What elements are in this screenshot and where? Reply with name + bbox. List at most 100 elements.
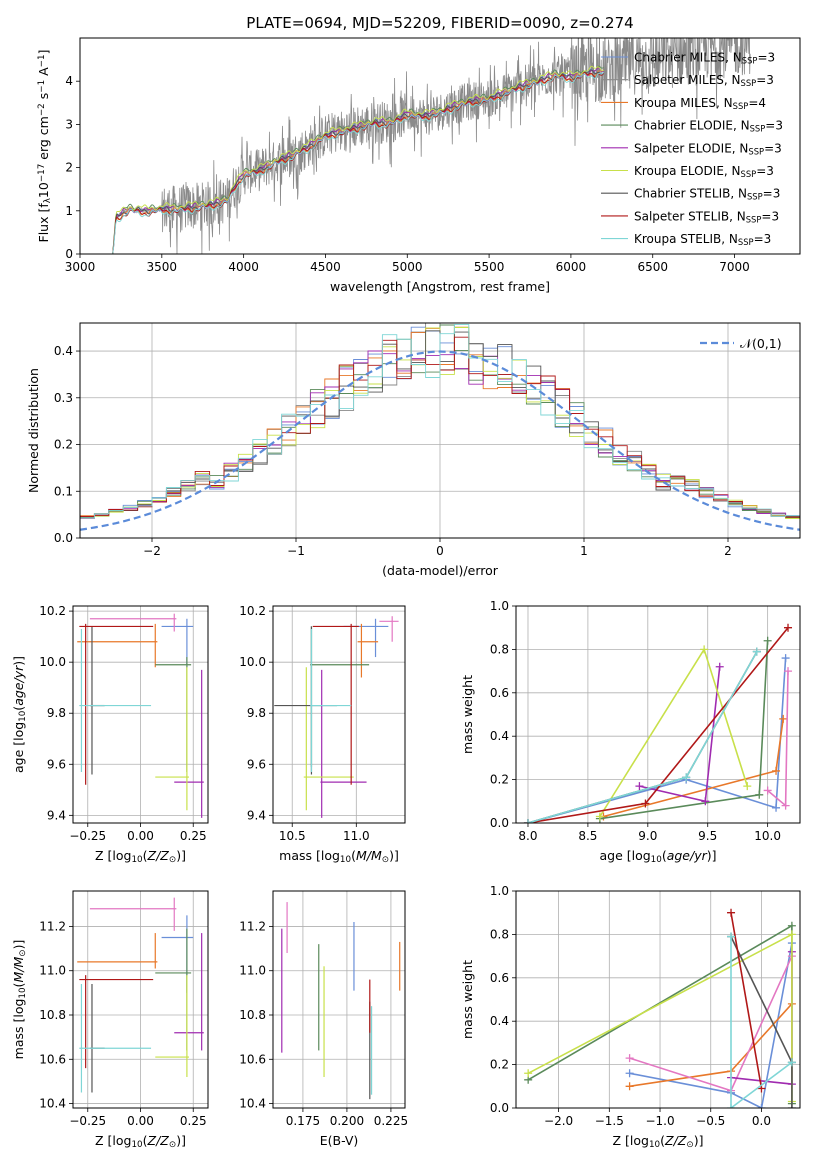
mass-vs-Z-plot-frame (72, 890, 209, 1109)
weight-point-marker (787, 930, 796, 939)
age-vs-Z-plot-frame (72, 605, 209, 824)
mass-vs-Z-y-tick-label: 11.2 (39, 919, 66, 933)
weight-vs-age-y-tick-label: 0.0 (490, 816, 509, 830)
weight-point-marker (625, 1082, 634, 1091)
weight-point-marker (781, 654, 790, 663)
weight-vs-age-y-tick-label: 1.0 (490, 599, 509, 613)
spectrum-y-tick-label: 1 (65, 204, 73, 218)
weight-vs-age-axes: 8.0 8.5 9.0 9.5 10.0 0.0 0.2 0.4 0.6 0.8 1.0 age [l… (460, 599, 800, 865)
weight-series-line (527, 658, 787, 823)
weight-vs-age-x-tick-label: 10.0 (754, 829, 781, 843)
weight-point-marker (595, 812, 604, 821)
spectrum-x-tick-label: 3500 (147, 260, 178, 274)
weight-vs-Z-plot-frame (515, 890, 801, 1109)
legend-label: Kroupa MILES, NSSP=4 (634, 96, 766, 111)
residual-histogram (80, 323, 800, 519)
spectrum-y-tick-label: 0 (65, 247, 73, 261)
weight-vs-Z-x-tick-label: −0.5 (696, 1114, 725, 1128)
age-vs-mass-x-tick-label: 10.5 (279, 829, 306, 843)
mass-vs-ebv-plot-frame (272, 890, 406, 1109)
spectrum-x-tick-label: 7000 (719, 260, 750, 274)
weight-vs-age-y-tick-label: 0.6 (490, 686, 509, 700)
residuals-series (80, 323, 800, 531)
mass-vs-Z-x-axis-label: Z [log10(Z/Z⊙)] (95, 1133, 186, 1150)
mass-vs-Z-y-tick-label: 10.8 (39, 1008, 66, 1022)
weight-vs-Z-x-tick-label: 0.0 (752, 1114, 771, 1128)
weight-series-line (730, 936, 793, 1108)
weight-series-line (527, 651, 758, 823)
weight-point-marker (682, 773, 691, 782)
mass-vs-ebv-y-tick-label: 11.0 (239, 964, 266, 978)
model-spectrum-line (112, 72, 604, 254)
age-vs-Z-y-tick-label: 9.4 (47, 808, 66, 822)
spectrum-y-tick-label: 4 (65, 74, 73, 88)
weight-vs-age-y-tick-label: 0.8 (490, 642, 509, 656)
residuals-y-tick-label: 0.0 (54, 531, 73, 545)
mass-vs-ebv-y-tick-label: 11.2 (239, 919, 266, 933)
mass-vs-Z-y-tick-label: 11.0 (39, 964, 66, 978)
weight-series-line (599, 640, 769, 820)
model-spectrum-line (112, 69, 604, 254)
model-spectrum-line (112, 68, 604, 254)
spectrum-y-tick-label: 2 (65, 161, 73, 175)
age-vs-mass-series (274, 616, 399, 818)
mass-vs-Z-x-tick-label: 0.00 (127, 1114, 154, 1128)
residuals-x-tick-label: 2 (724, 544, 732, 558)
age-vs-Z-axes: −0.25 0.00 0.25 9.4 9.6 9.8 10.0 10.2 Z [log10(Z… (11, 604, 208, 865)
spectrum-x-tick-label: 4500 (310, 260, 341, 274)
age-vs-Z-y-axis-label: age [log10(age/yr)] (11, 656, 28, 773)
age-vs-Z-y-tick-label: 9.8 (47, 706, 66, 720)
observed-spectrum-line (112, 38, 752, 254)
weight-point-marker (757, 1104, 766, 1108)
residuals-y-tick-label: 0.4 (54, 344, 73, 358)
age-vs-mass-y-tick-label: 10.0 (239, 655, 266, 669)
spectrum-plot-frame (79, 37, 801, 255)
mass-vs-ebv-y-tick-label: 10.8 (239, 1008, 266, 1022)
residuals-x-tick-label: 0 (436, 544, 444, 558)
weight-point-marker (784, 667, 793, 676)
age-vs-Z-series (77, 613, 204, 818)
weight-point-marker (625, 1069, 634, 1078)
weight-point-marker (787, 921, 796, 930)
mass-vs-ebv-y-tick-label: 10.4 (239, 1097, 266, 1111)
weight-point-marker (787, 1058, 796, 1067)
weight-point-marker (524, 1069, 533, 1078)
weight-series-line (527, 627, 789, 823)
mass-vs-Z-x-tick-label: −0.25 (69, 1114, 106, 1128)
weight-point-marker (755, 790, 764, 799)
mass-vs-Z-y-tick-label: 10.6 (39, 1052, 66, 1066)
residuals-x-tick-label: −2 (143, 544, 161, 558)
weight-point-marker (772, 803, 781, 812)
model-spectrum-line (112, 71, 604, 254)
weight-point-marker (743, 782, 752, 791)
weight-point-marker (763, 636, 772, 645)
model-spectrum-line (112, 67, 604, 254)
weight-point-marker (715, 662, 724, 671)
weight-vs-Z-y-tick-label: 0.2 (490, 1058, 509, 1072)
mass-vs-ebv-x-tick-label: 0.175 (286, 1114, 320, 1128)
model-spectrum-line (112, 69, 604, 254)
spectrum-x-axis-label: wavelength [Angstrom, rest frame] (330, 279, 550, 294)
age-vs-Z-y-tick-label: 9.6 (47, 757, 66, 771)
age-vs-mass-plot-frame (272, 605, 406, 824)
age-vs-Z-x-tick-label: 0.25 (180, 829, 207, 843)
weight-point-marker (727, 908, 736, 917)
age-vs-Z-x-tick-label: 0.00 (127, 829, 154, 843)
residuals-y-tick-label: 0.2 (54, 438, 73, 452)
age-vs-Z-x-tick-label: −0.25 (69, 829, 106, 843)
weight-point-marker (752, 647, 761, 656)
residuals-x-tick-label: 1 (580, 544, 588, 558)
mass-vs-ebv-x-axis-label: E(B-V) (320, 1133, 359, 1148)
mass-vs-ebv-y-tick-label: 10.6 (239, 1052, 266, 1066)
spectrum-x-tick-label: 5000 (392, 260, 423, 274)
weight-vs-age-series (523, 623, 793, 823)
weight-vs-age-x-tick-label: 9.5 (698, 829, 717, 843)
weight-series-line (629, 942, 793, 1108)
age-vs-mass-y-tick-label: 9.8 (247, 706, 266, 720)
mass-vs-Z-x-tick-label: 0.25 (180, 1114, 207, 1128)
residuals-y-tick-label: 0.1 (54, 484, 73, 498)
weight-vs-Z-x-tick-label: −1.0 (645, 1114, 674, 1128)
residuals-x-axis-label: (data-model)/error (382, 563, 499, 578)
legend-label: Kroupa STELIB, NSSP=3 (634, 232, 771, 247)
